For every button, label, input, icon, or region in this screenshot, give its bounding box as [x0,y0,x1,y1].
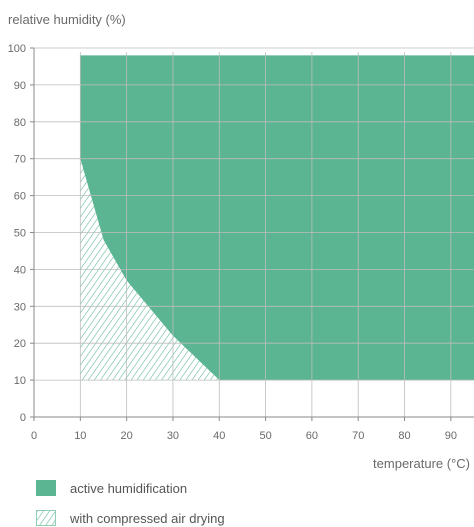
x-tick-label: 10 [74,430,86,442]
legend-swatch-hatched [36,510,56,526]
legend-item-compressed-air-drying: with compressed air drying [36,510,225,526]
y-tick-label: 100 [8,43,26,55]
y-tick-label: 10 [14,375,26,387]
x-tick-label: 60 [306,430,318,442]
x-axis-title: temperature (°C) [373,456,470,471]
x-tick-label: 40 [213,430,225,442]
region-active-humidification [80,55,474,381]
y-tick-label: 0 [20,412,26,424]
x-tick-label: 70 [352,430,364,442]
x-tick-label: 20 [121,430,133,442]
legend-label-compressed-air-drying: with compressed air drying [70,510,225,526]
x-tick-label: 0 [31,430,37,442]
legend-item-active-humidification: active humidification [36,480,187,496]
y-tick-label: 40 [14,264,26,276]
y-tick-label: 90 [14,80,26,92]
y-tick-label: 50 [14,228,26,240]
y-tick-label: 30 [14,301,26,313]
x-tick-label: 30 [167,430,179,442]
y-tick-label: 80 [14,117,26,129]
y-tick-label: 20 [14,338,26,350]
legend-swatch-solid [36,480,56,496]
legend-label-active-humidification: active humidification [70,480,188,496]
y-tick-label: 70 [14,154,26,166]
x-tick-label: 80 [398,430,410,442]
y-tick-label: 60 [14,191,26,203]
y-axis-title: relative humidity (%) [8,12,126,27]
x-tick-label: 50 [259,430,271,442]
x-tick-label: 90 [445,430,457,442]
region-compressed-air-drying [80,158,220,381]
